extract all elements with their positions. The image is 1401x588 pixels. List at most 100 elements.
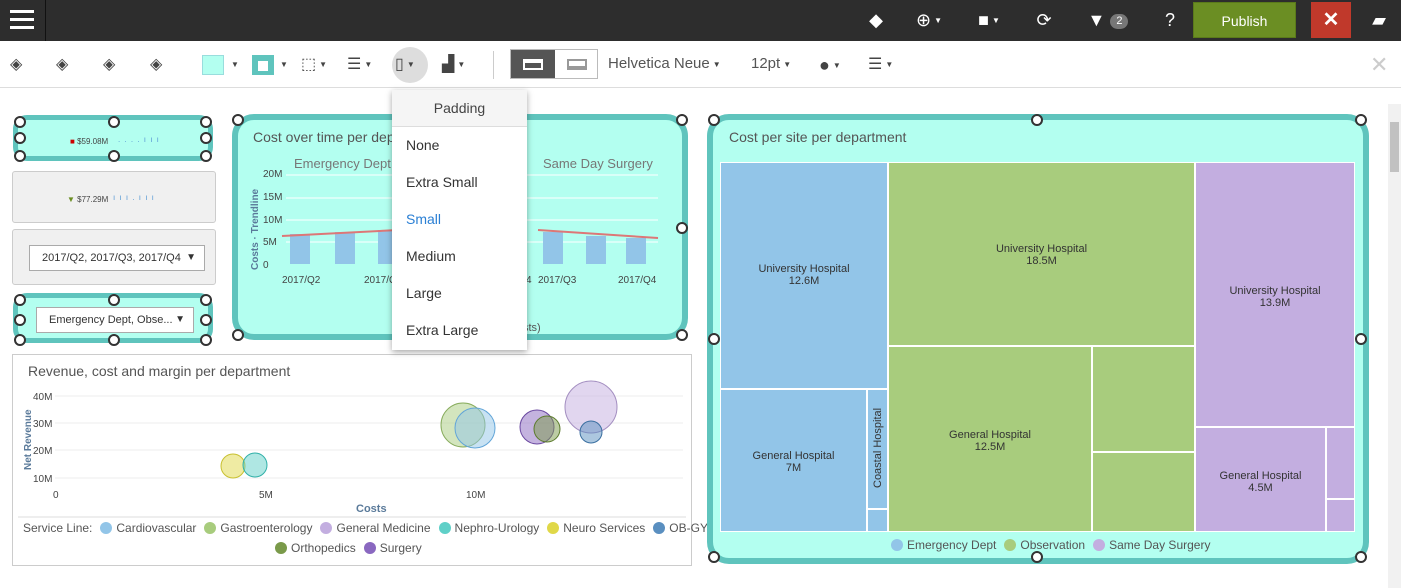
title-on-option[interactable] [511, 50, 555, 78]
bring-forward-icon[interactable]: ◈ [103, 56, 116, 73]
legend-swatch [547, 522, 560, 534]
title-toggle[interactable] [510, 49, 598, 79]
font-size-select[interactable]: 12pt ▼ [751, 55, 792, 72]
scrollbar-thumb[interactable] [1390, 122, 1399, 172]
resize-handle[interactable] [14, 132, 26, 144]
treemap-cell[interactable]: General Hospital 7M [720, 389, 867, 532]
shadow-icon[interactable]: ▟ ▼ [442, 56, 466, 74]
border-style-icon[interactable]: ⬚ ▼ [301, 56, 328, 74]
layers-stack-icon[interactable]: ◈ [56, 56, 69, 73]
diamond-icon[interactable]: ◆ [869, 10, 883, 30]
kpi-card-2[interactable]: ▼ $77.29M ı ı ı . ı ı ı [12, 171, 216, 223]
legend-item[interactable]: General Medicine [336, 521, 431, 535]
publish-button[interactable]: Publish [1193, 2, 1296, 38]
resize-handle[interactable] [108, 116, 120, 128]
resize-handle[interactable] [14, 294, 26, 306]
treemap-cell[interactable]: General Hospital 12.5M [888, 346, 1092, 532]
legend-item[interactable]: Observation [1020, 538, 1086, 552]
padding-option-extra-large[interactable]: Extra Large [406, 322, 479, 338]
cost-over-time-title: Cost over time per dep [253, 129, 395, 145]
resize-handle[interactable] [708, 114, 720, 126]
resize-handle[interactable] [200, 150, 212, 162]
resize-handle[interactable] [200, 116, 212, 128]
resize-handle[interactable] [1355, 333, 1367, 345]
resize-handle[interactable] [676, 222, 688, 234]
resize-handle[interactable] [200, 294, 212, 306]
treemap-cell[interactable] [1092, 452, 1195, 532]
resize-handle[interactable] [232, 329, 244, 341]
background-color-caret[interactable]: ▼ [231, 60, 239, 69]
legend-item[interactable]: Orthopedics [291, 541, 356, 555]
resize-handle[interactable] [200, 314, 212, 326]
resize-handle[interactable] [1355, 551, 1367, 563]
treemap-cell[interactable] [1092, 346, 1195, 452]
treemap-cell[interactable]: General Hospital 4.5M [1195, 427, 1326, 532]
padding-icon[interactable]: ▯ ▼ [395, 56, 415, 74]
legend-item[interactable]: Nephro-Urology [454, 521, 540, 535]
resize-handle[interactable] [1031, 114, 1043, 126]
resize-handle[interactable] [676, 329, 688, 341]
treemap-cell[interactable]: University Hospital 18.5M [888, 162, 1195, 346]
page-icon[interactable]: ■ ▼ [978, 10, 1000, 30]
resize-handle[interactable] [200, 132, 212, 144]
padding-option-medium[interactable]: Medium [406, 248, 456, 264]
resize-handle[interactable] [14, 334, 26, 346]
resize-handle[interactable] [14, 150, 26, 162]
vertical-scrollbar[interactable] [1388, 104, 1401, 588]
border-width-icon[interactable]: ☰ ▼ [347, 56, 373, 74]
resize-handle[interactable] [108, 294, 120, 306]
x-tick: 2017/Q [364, 275, 397, 286]
background-color-swatch[interactable] [202, 55, 224, 75]
treemap-cell[interactable] [1326, 499, 1355, 532]
trendline [537, 229, 659, 239]
legend-item[interactable]: Same Day Surgery [1109, 538, 1211, 552]
legend-item[interactable]: Neuro Services [563, 521, 646, 535]
resize-handle[interactable] [14, 314, 26, 326]
padding-button[interactable] [392, 47, 428, 83]
resize-handle[interactable] [108, 334, 120, 346]
legend-item[interactable]: Gastroenterology [220, 521, 313, 535]
font-family-select[interactable]: Helvetica Neue ▼ [608, 55, 721, 72]
treemap-cell[interactable]: University Hospital 12.6M [720, 162, 888, 389]
resize-handle[interactable] [708, 333, 720, 345]
resize-handle[interactable] [232, 114, 244, 126]
layers-icon[interactable]: ◈ [10, 56, 23, 73]
padding-dropdown-header: Padding [392, 90, 527, 127]
legend-item[interactable]: Surgery [379, 541, 422, 555]
treemap-cell[interactable] [867, 509, 888, 532]
padding-option-extra-small[interactable]: Extra Small [406, 174, 478, 190]
resize-handle[interactable] [708, 551, 720, 563]
legend-item[interactable]: Emergency Dept [907, 538, 997, 552]
legend-item[interactable]: OB-GYN [669, 521, 717, 535]
refresh-icon[interactable]: ⟳ [1036, 10, 1052, 30]
treemap-card[interactable]: Cost per site per department University … [707, 114, 1369, 564]
resize-handle[interactable] [1355, 114, 1367, 126]
folder-icon[interactable]: ▰ [1372, 10, 1386, 30]
treemap-cell[interactable] [1326, 427, 1355, 499]
legend-item[interactable]: Cardiovascular [116, 521, 197, 535]
filter-icon[interactable]: ▼ 2 [1080, 8, 1136, 32]
treemap-cell[interactable]: Coastal Hospital [867, 389, 888, 509]
padding-option-large[interactable]: Large [406, 285, 442, 301]
align-icon[interactable]: ☰ ▼ [868, 56, 894, 74]
add-icon[interactable]: ⊕ ▼ [915, 10, 942, 30]
resize-handle[interactable] [108, 150, 120, 162]
department-filter-select[interactable]: Emergency Dept, Obse... ▼ [36, 307, 194, 333]
quarter-filter-select[interactable]: 2017/Q2, 2017/Q3, 2017/Q4 ▼ [29, 245, 205, 271]
resize-handle[interactable] [676, 114, 688, 126]
send-backward-icon[interactable]: ◈ [150, 56, 163, 73]
border-color-swatch[interactable] [252, 55, 274, 75]
border-color-caret[interactable]: ▼ [280, 60, 288, 69]
close-toolbar-icon[interactable]: ✕ [1370, 52, 1389, 77]
resize-handle[interactable] [14, 116, 26, 128]
close-button[interactable]: ✕ [1311, 2, 1351, 38]
menu-icon[interactable] [0, 0, 46, 41]
revenue-bubble-card[interactable]: Revenue, cost and margin per department … [12, 354, 717, 566]
resize-handle[interactable] [1031, 551, 1043, 563]
treemap-cell[interactable]: University Hospital 13.9M [1195, 162, 1355, 427]
help-icon[interactable]: ? [1164, 10, 1175, 30]
padding-option-none[interactable]: None [406, 137, 440, 153]
text-color-icon[interactable]: ● ▼ [819, 55, 841, 75]
resize-handle[interactable] [200, 334, 212, 346]
padding-option-small[interactable]: Small [406, 211, 442, 227]
